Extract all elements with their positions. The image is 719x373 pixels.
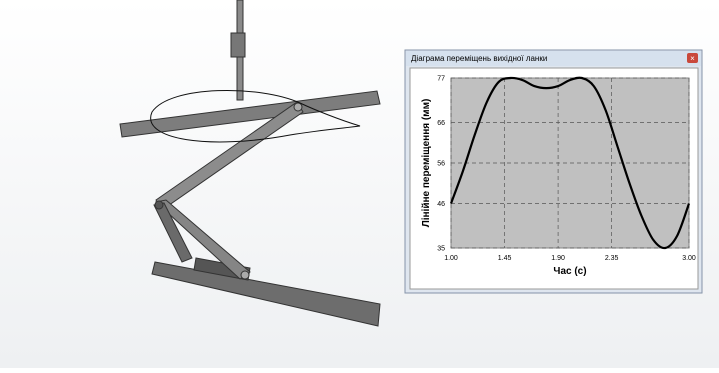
x-tick-label: 1.00 (444, 255, 458, 262)
joint (294, 103, 302, 111)
close-icon[interactable]: × (690, 54, 695, 63)
page: Діаграма переміщень вихідної ланки × 35 4… (0, 0, 719, 373)
plot: 35 46 56 66 77 1.00 1.45 1.90 2.35 3.00 Час (с) Лін… (421, 76, 696, 278)
screen: Діаграма переміщень вихідної ланки × 35 4… (0, 0, 719, 368)
x-tick-label: 3.00 (682, 255, 696, 262)
y-tick-label: 35 (437, 246, 445, 253)
joint (155, 201, 163, 209)
x-axis-label: Час (с) (553, 266, 586, 277)
joint (241, 271, 249, 279)
y-axis-label: Лінійне переміщення (мм) (421, 99, 432, 228)
y-tick-label: 77 (437, 76, 445, 83)
rod-block (231, 33, 245, 57)
x-tick-label: 1.45 (498, 255, 512, 262)
y-tick-label: 66 (437, 120, 445, 127)
x-tick-label: 2.35 (605, 255, 619, 262)
window-title: Діаграма переміщень вихідної ланки (411, 54, 547, 63)
y-tick-label: 56 (437, 161, 445, 168)
x-tick-label: 1.90 (551, 255, 565, 262)
y-tick-label: 46 (437, 201, 445, 208)
